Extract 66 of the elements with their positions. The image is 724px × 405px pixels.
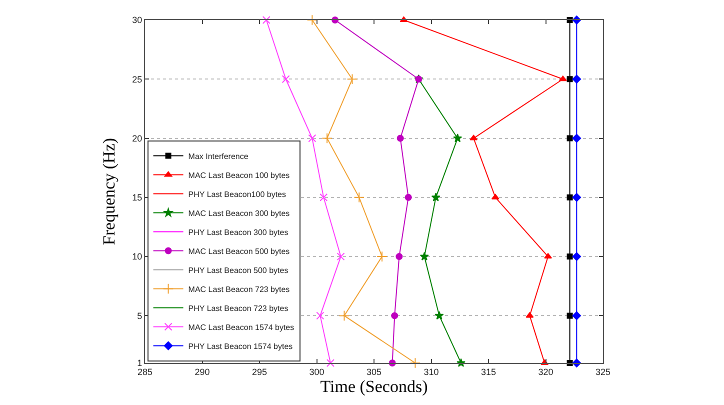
point [566,312,573,319]
y-tick-label: 30 [132,15,142,26]
x-tick-label: 305 [366,366,382,377]
x-tick-label: 285 [137,366,153,377]
y-axis-title: Frequency (Hz) [100,138,119,246]
point [526,312,534,318]
point [336,252,345,261]
x-tick-label: 290 [194,366,210,377]
point [566,135,573,142]
point [572,252,582,261]
point [306,14,318,26]
x-tick-label: 315 [480,366,496,377]
point [326,359,334,367]
point [566,194,573,200]
point [308,134,316,142]
legend-label: MAC Last Beacon 100 bytes [188,170,290,180]
x-axis-title: Time (Seconds) [320,377,428,396]
point [338,310,350,322]
point [572,134,582,143]
point [262,16,270,24]
x-tick-label: 320 [538,366,554,377]
point [396,253,403,260]
point [572,311,582,320]
legend-label: MAC Last Beacon 300 bytes [188,208,290,218]
point [453,134,462,142]
legend-label: PHY Last Beacon 723 bytes [188,304,288,313]
legend-label: MAC Last Beacon 500 bytes [188,246,290,256]
x-tick-label: 300 [309,366,324,377]
y-tick-label: 10 [132,252,142,262]
y-tick-label: 25 [132,74,142,84]
point [346,74,358,85]
point [376,251,388,262]
legend-label: PHY Last Beacon 1574 bytes [188,342,293,351]
point [434,310,444,320]
legend-label: Max Interference [188,152,249,161]
legend-label: PHY Last Beacon100 bytes [188,190,286,199]
x-tick-label: 295 [252,366,268,377]
point [282,75,290,84]
legend-label: MAC Last Beacon 723 bytes [188,284,290,294]
point [354,192,365,203]
point [572,74,582,84]
y-tick-label: 5 [137,310,142,321]
legend-label: PHY Last Beacon 300 bytes [188,228,288,237]
point [316,312,324,320]
point [491,194,500,200]
point [420,252,429,260]
point [544,253,552,259]
point [322,132,332,144]
point [410,358,421,368]
point [572,193,582,202]
point [431,192,440,202]
point [558,76,567,82]
y-tick-label: 15 [132,192,142,203]
legend-label: PHY Last Beacon 500 bytes [188,266,288,275]
point [566,254,573,260]
legend-label: MAC Last Beacon 1574 bytes [188,322,294,332]
point [320,193,328,202]
point [396,134,404,142]
x-tick-label: 310 [424,366,439,377]
point [391,312,398,320]
y-tick-label: 20 [132,133,142,144]
y-tick-label: 1 [137,358,142,368]
point [404,194,412,201]
x-tick-label: 325 [595,366,611,377]
point [566,76,573,82]
point [470,134,478,140]
